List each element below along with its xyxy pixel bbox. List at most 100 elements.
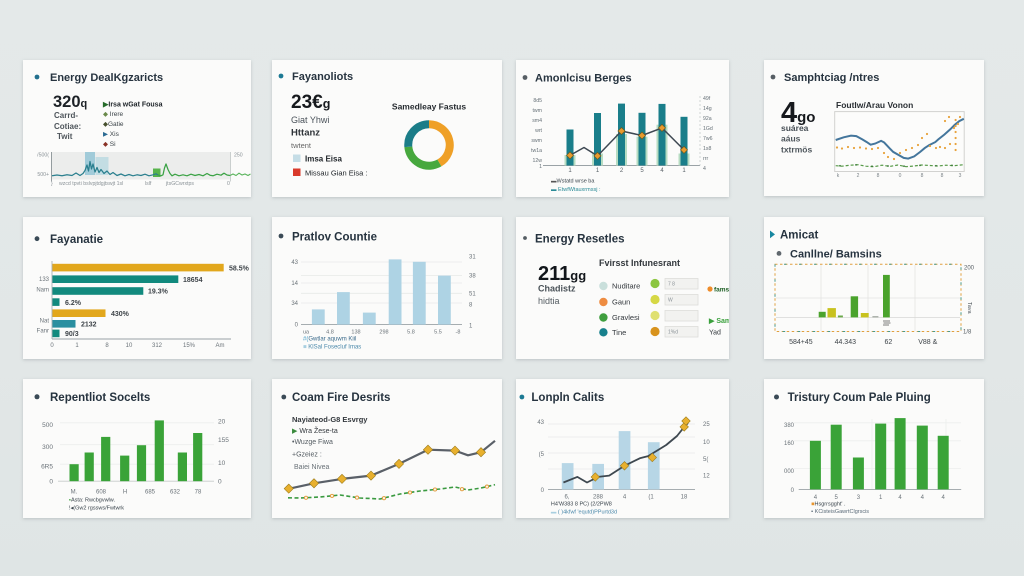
svg-text:4.8: 4.8 — [326, 330, 334, 336]
svg-text:Energy Resetles: Energy Resetles — [535, 234, 625, 246]
svg-text:43: 43 — [537, 420, 544, 426]
svg-text:6.2%: 6.2% — [65, 300, 82, 307]
svg-text:Cotiae:: Cotiae: — [54, 122, 81, 131]
svg-text:300: 300 — [42, 444, 53, 451]
svg-text:twm: twm — [532, 108, 542, 114]
svg-text:5: 5 — [640, 168, 644, 174]
svg-text:Gravlesi: Gravlesi — [612, 313, 640, 322]
svg-text:4: 4 — [703, 166, 706, 172]
svg-text:V88 &: V88 & — [918, 339, 937, 346]
svg-text:+Gzeiez :: +Gzeiez : — [292, 452, 322, 459]
svg-text:sm4: sm4 — [532, 118, 542, 124]
svg-text:8: 8 — [921, 173, 924, 179]
svg-text:Repentliot Socelts: Repentliot Socelts — [50, 392, 150, 404]
svg-text:584+45: 584+45 — [789, 339, 813, 346]
svg-text:rrr: rrr — [703, 156, 708, 162]
svg-text:◆ Si: ◆ Si — [103, 141, 116, 148]
svg-text:Yad: Yad — [709, 330, 721, 337]
svg-text:1%d: 1%d — [668, 330, 678, 336]
svg-text:1: 1 — [682, 168, 686, 174]
svg-text:wzcd tpvti bslvpjtdgjtswjt 1sl: wzcd tpvti bslvpjtdgjtswjt 1sl — [59, 181, 123, 187]
svg-text:0: 0 — [791, 488, 795, 494]
svg-text:8: 8 — [105, 343, 109, 349]
svg-text:Carrd-: Carrd- — [54, 111, 78, 120]
svg-text:4: 4 — [898, 495, 902, 501]
svg-text:6R5: 6R5 — [41, 464, 53, 471]
svg-text:211gg: 211gg — [538, 263, 586, 285]
svg-text:155: 155 — [218, 437, 229, 444]
svg-text:W: W — [668, 298, 673, 304]
svg-text:◆ Irere: ◆ Irere — [103, 111, 124, 118]
svg-text:Amicat: Amicat — [780, 230, 819, 242]
svg-text:20: 20 — [218, 419, 226, 426]
svg-text:18: 18 — [681, 495, 688, 501]
svg-text:Foutlw/Arau Vonon: Foutlw/Arau Vonon — [836, 100, 913, 110]
svg-text:250: 250 — [234, 153, 243, 159]
svg-text:4: 4 — [814, 495, 818, 501]
svg-text:12w: 12w — [532, 158, 542, 164]
svg-text:Tava: Tava — [966, 302, 972, 315]
svg-text:1/8: 1/8 — [963, 330, 972, 336]
svg-text:133: 133 — [39, 277, 50, 283]
svg-text:aáus: aáus — [781, 134, 801, 144]
svg-text:2132: 2132 — [81, 322, 97, 329]
svg-text:0: 0 — [227, 181, 230, 187]
svg-text:Giat Yhwi: Giat Yhwi — [291, 115, 329, 125]
svg-text:(5: (5 — [539, 452, 545, 458]
svg-text:3: 3 — [959, 173, 962, 179]
svg-text:4: 4 — [942, 495, 946, 501]
svg-text:k: k — [837, 173, 840, 179]
svg-text:hidtia: hidtia — [538, 296, 560, 306]
svg-text:swm: swm — [531, 138, 542, 144]
svg-text:Canllne/ Bamsins: Canllne/ Bamsins — [790, 249, 882, 261]
svg-text:25: 25 — [703, 422, 710, 428]
svg-text:58.5%: 58.5% — [229, 265, 250, 272]
svg-text:90/3: 90/3 — [65, 331, 79, 338]
svg-text:▬ ( )4kfwf 'equtd)PPurtd3d: ▬ ( )4kfwf 'equtd)PPurtd3d — [551, 510, 617, 516]
svg-text:1: 1 — [469, 323, 473, 329]
svg-text:jtsGCwrxtps: jtsGCwrxtps — [165, 181, 194, 187]
svg-text:Pratlov Countie: Pratlov Countie — [292, 232, 377, 244]
svg-text:Samedleay Fastus: Samedleay Fastus — [392, 102, 466, 112]
svg-text:1: 1 — [596, 168, 600, 174]
svg-text:▪ KCisteisGawrtClgrscis: ▪ KCisteisGawrtClgrscis — [811, 509, 869, 515]
svg-text:12: 12 — [703, 474, 710, 480]
svg-text:Baiei Nivea: Baiei Nivea — [294, 464, 330, 471]
svg-text:298: 298 — [379, 330, 388, 336]
svg-text:Coam Fire Desrits: Coam Fire Desrits — [292, 392, 390, 404]
svg-text:▶ Samgy: ▶ Samgy — [708, 318, 729, 325]
svg-text:000: 000 — [784, 469, 795, 475]
svg-text:380: 380 — [784, 423, 795, 429]
svg-text:/500(: /500( — [37, 153, 49, 159]
svg-text:200: 200 — [964, 265, 975, 271]
svg-text:10: 10 — [218, 460, 226, 467]
svg-text:M.: M. — [71, 490, 78, 496]
svg-text:2: 2 — [620, 168, 624, 174]
svg-text:0: 0 — [541, 488, 545, 494]
svg-text:▬Wstatd wrse ba: ▬Wstatd wrse ba — [551, 179, 595, 185]
svg-text:H: H — [123, 490, 127, 496]
svg-text:4: 4 — [921, 495, 925, 501]
svg-text:Tristury Coum Pale Pluing: Tristury Coum Pale Pluing — [788, 392, 931, 404]
svg-text:▶Irsa wGat Fousa: ▶Irsa wGat Fousa — [102, 102, 163, 109]
svg-text:14g: 14g — [703, 106, 712, 112]
svg-text:0: 0 — [49, 479, 53, 486]
svg-text:8: 8 — [877, 173, 880, 179]
svg-text:5.5: 5.5 — [434, 330, 442, 336]
svg-text:19.3%: 19.3% — [148, 289, 169, 296]
svg-text:5: 5 — [835, 495, 839, 501]
svg-text:632: 632 — [170, 490, 181, 496]
svg-text:34: 34 — [291, 301, 298, 307]
svg-text:685: 685 — [145, 490, 156, 496]
svg-text:tw1a: tw1a — [531, 148, 542, 154]
svg-text:51: 51 — [469, 291, 476, 297]
svg-text:▶ Xis: ▶ Xis — [103, 131, 120, 138]
svg-text:Missau Gian Eisa :: Missau Gian Eisa : — [305, 169, 368, 178]
svg-text:4: 4 — [623, 495, 627, 501]
svg-text:■ KlSal Fosecluf Imas: ■ KlSal Fosecluf Imas — [303, 344, 361, 350]
svg-text:31: 31 — [469, 255, 476, 261]
svg-text:Fayanoliots: Fayanoliots — [292, 71, 353, 83]
svg-text:Samphtciag /ntres: Samphtciag /ntres — [784, 72, 879, 84]
svg-text:Energy DealKgzaricts: Energy DealKgzaricts — [50, 72, 163, 84]
svg-text:10: 10 — [126, 343, 133, 349]
